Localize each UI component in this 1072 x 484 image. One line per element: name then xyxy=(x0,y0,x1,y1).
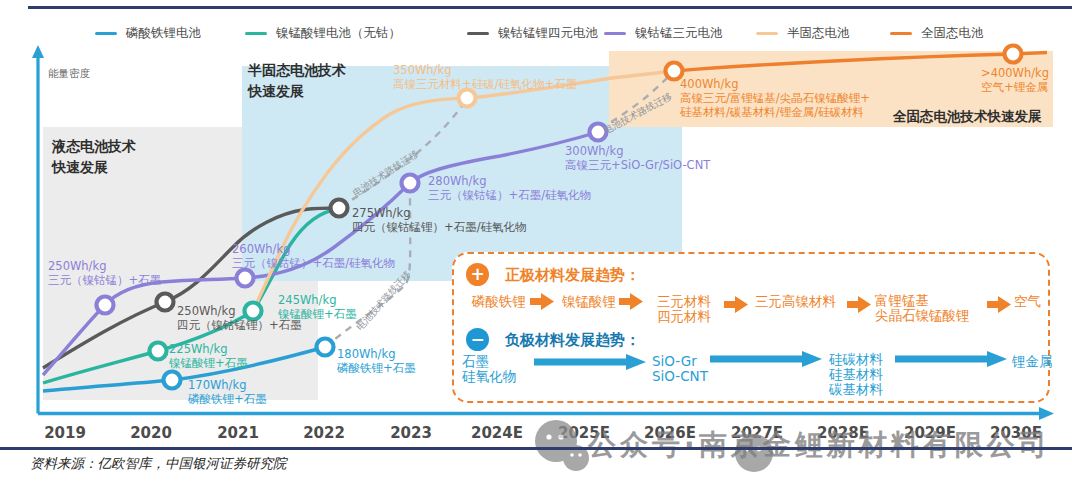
material-trend-box: + 正极材料发展趋势： 磷酸铁锂 镍锰酸锂 三元材料 四元材料 三元高镍材料 富… xyxy=(452,252,1050,403)
region-label-all-solid: 全固态电池技术快速发展 xyxy=(893,106,1042,126)
annotation-value: 250Wh/kg xyxy=(48,259,161,273)
annotation-materials: 三元（镍钴锰）+石墨 xyxy=(48,273,161,287)
region-label-liquid: 液态电池技术 快速发展 xyxy=(52,136,136,178)
flow-arrow-icon xyxy=(534,354,646,370)
plus-icon: + xyxy=(466,263,489,286)
annotation-lnmo-225: 225Wh/kg 镍锰酸锂+石墨 xyxy=(169,342,248,370)
x-tick-2019: 2019 xyxy=(44,424,86,442)
flow-arrow-icon xyxy=(847,296,871,313)
annotation-value: 170Wh/kg xyxy=(188,378,267,392)
annotation-allsolid-400plus: >400Wh/kg 空气+锂金属 xyxy=(981,66,1049,94)
watermark-text: 公众号·南京金鲤新材料有限公司 xyxy=(588,426,1051,464)
cathode-step-3: 三元材料 四元材料 xyxy=(657,294,711,324)
cathode-step-6: 空气 xyxy=(1014,294,1041,309)
annotation-value: 260Wh/kg xyxy=(232,242,395,256)
x-tick-2024E: 2024E xyxy=(471,424,523,442)
point-semisolid-350 xyxy=(459,90,476,107)
annotation-materials: 磷酸铁锂+石墨 xyxy=(337,361,416,375)
minus-icon: − xyxy=(466,328,489,351)
annotation-value: 275Wh/kg xyxy=(352,206,527,220)
anode-step-1: 石墨 硅氧化物 xyxy=(462,354,516,384)
annotation-value: 350Wh/kg xyxy=(393,63,577,77)
annotation-materials: 硅基材料/碳基材料/锂金属/硅碳材料 xyxy=(680,105,870,119)
positive-trend-title: 正极材料发展趋势： xyxy=(505,266,640,285)
point-lfp-180 xyxy=(317,339,334,356)
point-quaternary-250 xyxy=(157,294,174,311)
flow-arrow-icon xyxy=(530,293,554,310)
cathode-step-5: 富锂锰基 尖晶石镍锰酸锂 xyxy=(875,293,970,323)
bottom-separator-line xyxy=(0,447,1072,450)
annotation-quaternary-275: 275Wh/kg 四元（镍钴锰锂）+石墨/硅氧化物 xyxy=(352,206,527,234)
y-axis-label: 能量密度 xyxy=(48,67,90,81)
flow-arrow-icon xyxy=(987,296,1011,313)
y-axis-arrowhead xyxy=(32,45,44,58)
annotation-value: 245Wh/kg xyxy=(278,293,357,307)
point-allsolid-400plus xyxy=(1005,46,1022,63)
annotation-lnmo-245: 245Wh/kg 镍锰酸锂+石墨 xyxy=(278,293,357,321)
flow-arrow-icon xyxy=(724,296,748,313)
point-ternary-280 xyxy=(402,175,419,192)
x-tick-2023: 2023 xyxy=(390,424,432,442)
annotation-value: 280Wh/kg xyxy=(428,174,591,188)
annotation-materials: 镍锰酸锂+石墨 xyxy=(278,307,357,321)
annotation-value: 300Wh/kg xyxy=(565,144,710,158)
annotation-value: >400Wh/kg xyxy=(981,66,1049,80)
annotation-lfp-170: 170Wh/kg 磷酸铁锂+石墨 xyxy=(188,378,267,406)
annotation-lfp-180: 180Wh/kg 磷酸铁锂+石墨 xyxy=(337,347,416,375)
flow-arrow-icon xyxy=(710,351,822,367)
annotation-materials: 四元（镍钴锰锂）+石墨/硅氧化物 xyxy=(352,220,527,234)
annotation-allsolid-400: 400Wh/kg 高镍三元/富锂锰基/尖晶石镍锰酸锂+ 硅基材料/碳基材料/锂金… xyxy=(680,77,870,119)
point-ternary-260 xyxy=(237,270,254,287)
annotation-materials: 镍锰酸锂+石墨 xyxy=(169,356,248,370)
annotation-ternary-300: 300Wh/kg 高镍三元+SiO-Gr/SiO-CNT xyxy=(565,144,710,172)
chart-figure: 磷酸铁锂电池 镍锰酸锂电池（无钴） 镍钴锰锂四元电池 镍钴锰三元电池 半固态电池… xyxy=(0,0,1072,484)
annotation-materials: 磷酸铁锂+石墨 xyxy=(188,392,267,406)
cathode-step-1: 磷酸铁锂 xyxy=(472,294,526,309)
cathode-step-2: 镍锰酸锂 xyxy=(562,294,616,309)
point-quaternary-275 xyxy=(331,200,348,217)
flow-arrow-icon xyxy=(619,293,643,310)
point-lfp-170 xyxy=(164,372,181,389)
point-lnmo-225 xyxy=(150,343,167,360)
annotation-ternary-260: 260Wh/kg 三元（镍钴锰）+石墨/硅氧化物 xyxy=(232,242,395,270)
x-tick-2022: 2022 xyxy=(303,424,345,442)
cathode-step-4: 三元高镍材料 xyxy=(755,294,836,309)
anode-step-4: 锂金属 xyxy=(1012,354,1053,369)
annotation-materials: 高镍三元/富锂锰基/尖晶石镍锰酸锂+ xyxy=(680,91,870,105)
annotation-materials: 三元（镍钴锰）+石墨/硅氧化物 xyxy=(232,256,395,270)
anode-step-3: 硅碳材料 硅基材料 碳基材料 xyxy=(829,352,883,397)
annotation-materials: 空气+锂金属 xyxy=(981,80,1049,94)
x-tick-2021: 2021 xyxy=(217,424,259,442)
x-tick-2020: 2020 xyxy=(130,424,172,442)
annotation-value: 400Wh/kg xyxy=(680,77,870,91)
annotation-ternary-250: 250Wh/kg 三元（镍钴锰）+石墨 xyxy=(48,259,161,287)
negative-trend-title: 负极材料发展趋势： xyxy=(505,331,640,350)
annotation-value: 225Wh/kg xyxy=(169,342,248,356)
wechat-icon xyxy=(534,418,590,472)
annotation-value: 180Wh/kg xyxy=(337,347,416,361)
region-label-semi-solid: 半固态电池技术 快速发展 xyxy=(248,60,346,102)
x-axis-arrowhead xyxy=(1039,407,1054,420)
annotation-semisolid-350: 350Wh/kg 高镍三元材料+硅碳/硅氧化物+石墨 xyxy=(393,63,577,91)
anode-step-2: SiO-Gr SiO-CNT xyxy=(652,354,708,384)
annotation-materials: 高镍三元+SiO-Gr/SiO-CNT xyxy=(565,158,710,172)
annotation-materials: 三元（镍钴锰）+石墨/硅氧化物 xyxy=(428,188,591,202)
annotation-materials: 高镍三元材料+硅碳/硅氧化物+石墨 xyxy=(393,77,577,91)
point-ternary-250 xyxy=(97,297,114,314)
annotation-ternary-280: 280Wh/kg 三元（镍钴锰）+石墨/硅氧化物 xyxy=(428,174,591,202)
flow-arrow-icon xyxy=(895,351,1007,367)
source-note: 资料来源：亿欧智库，中国银河证券研究院 xyxy=(30,455,287,473)
